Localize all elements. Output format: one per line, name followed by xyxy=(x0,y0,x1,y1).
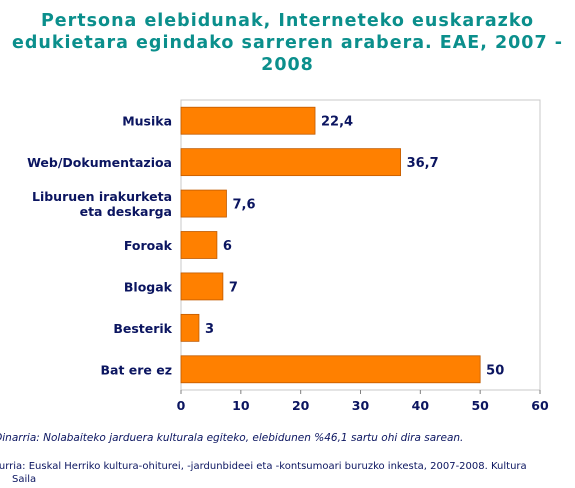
chart-title-line-1: Pertsona elebidunak, Interneteko euskara… xyxy=(40,11,535,31)
source-line-1: Iturria: Euskal Herriko kultura-ohiturei… xyxy=(0,461,527,472)
chart-title-line-2: edukietara egindako sarreren arabera. EA… xyxy=(11,33,564,53)
category-label-4: Foroak xyxy=(124,238,173,253)
source-note: Iturria: Euskal Herriko kultura-ohiturei… xyxy=(0,460,567,486)
x-tick-label-50: 50 xyxy=(471,398,489,413)
category-labels-group: Musika Web/Dokumentazioa Liburuen irakurke… xyxy=(27,114,173,378)
bar-6 xyxy=(180,313,200,342)
bar-4 xyxy=(180,231,218,259)
category-label-5: Blogak xyxy=(124,279,173,294)
x-tick-label-20: 20 xyxy=(292,398,310,413)
plot-frame xyxy=(180,99,541,391)
value-label-6: 3 xyxy=(205,322,214,337)
category-label-3: Liburuen irakurketa eta deskarga xyxy=(32,189,172,219)
value-label-2: 36,7 xyxy=(407,156,439,171)
value-label-7: 50 xyxy=(486,363,504,378)
bar-5 xyxy=(180,272,224,301)
bar-1 xyxy=(180,106,316,135)
chart-title-line-3: 2008 xyxy=(261,55,314,75)
bar-7 xyxy=(180,355,481,384)
chart-title: Pertsona elebidunak, Interneteko euskara… xyxy=(0,10,575,76)
x-tick-label-0: 0 xyxy=(177,398,186,413)
category-label-line: Musika xyxy=(122,114,172,129)
x-axis: 0 10 20 30 40 50 60 xyxy=(177,390,549,413)
bar-2 xyxy=(180,148,401,177)
category-label-line: Besterik xyxy=(113,321,172,336)
value-label-3: 7,6 xyxy=(232,198,255,213)
category-label-line: eta deskarga xyxy=(80,204,172,219)
footnote: Oinarria: Nolabaiteko jarduera kulturala… xyxy=(0,432,464,444)
category-label-line: Foroak xyxy=(124,238,173,253)
category-label-line: Blogak xyxy=(124,279,173,294)
source-line-2: Saila xyxy=(12,474,37,485)
bar-chart: Musika Web/Dokumentazioa Liburuen irakurke… xyxy=(27,99,549,413)
category-label-7: Bat ere ez xyxy=(100,362,172,377)
category-label-2: Web/Dokumentazioa xyxy=(27,155,172,170)
category-label-line: Liburuen irakurketa xyxy=(32,189,172,204)
x-tick-label-60: 60 xyxy=(531,398,549,413)
x-tick-label-40: 40 xyxy=(412,398,430,413)
x-tick-label-10: 10 xyxy=(232,398,250,413)
category-label-line: Web/Dokumentazioa xyxy=(27,155,172,170)
value-label-5: 7 xyxy=(229,280,238,295)
category-label-1: Musika xyxy=(122,114,172,129)
category-label-line: Bat ere ez xyxy=(100,362,172,377)
bar-3 xyxy=(180,189,227,218)
value-label-1: 22,4 xyxy=(321,115,353,130)
bars-group xyxy=(180,106,481,384)
x-tick-label-30: 30 xyxy=(352,398,370,413)
plot-area xyxy=(180,99,541,391)
value-labels-group: 22,4 36,7 7,6 6 7 3 50 xyxy=(205,115,504,379)
value-label-4: 6 xyxy=(223,239,232,254)
category-label-6: Besterik xyxy=(113,321,172,336)
